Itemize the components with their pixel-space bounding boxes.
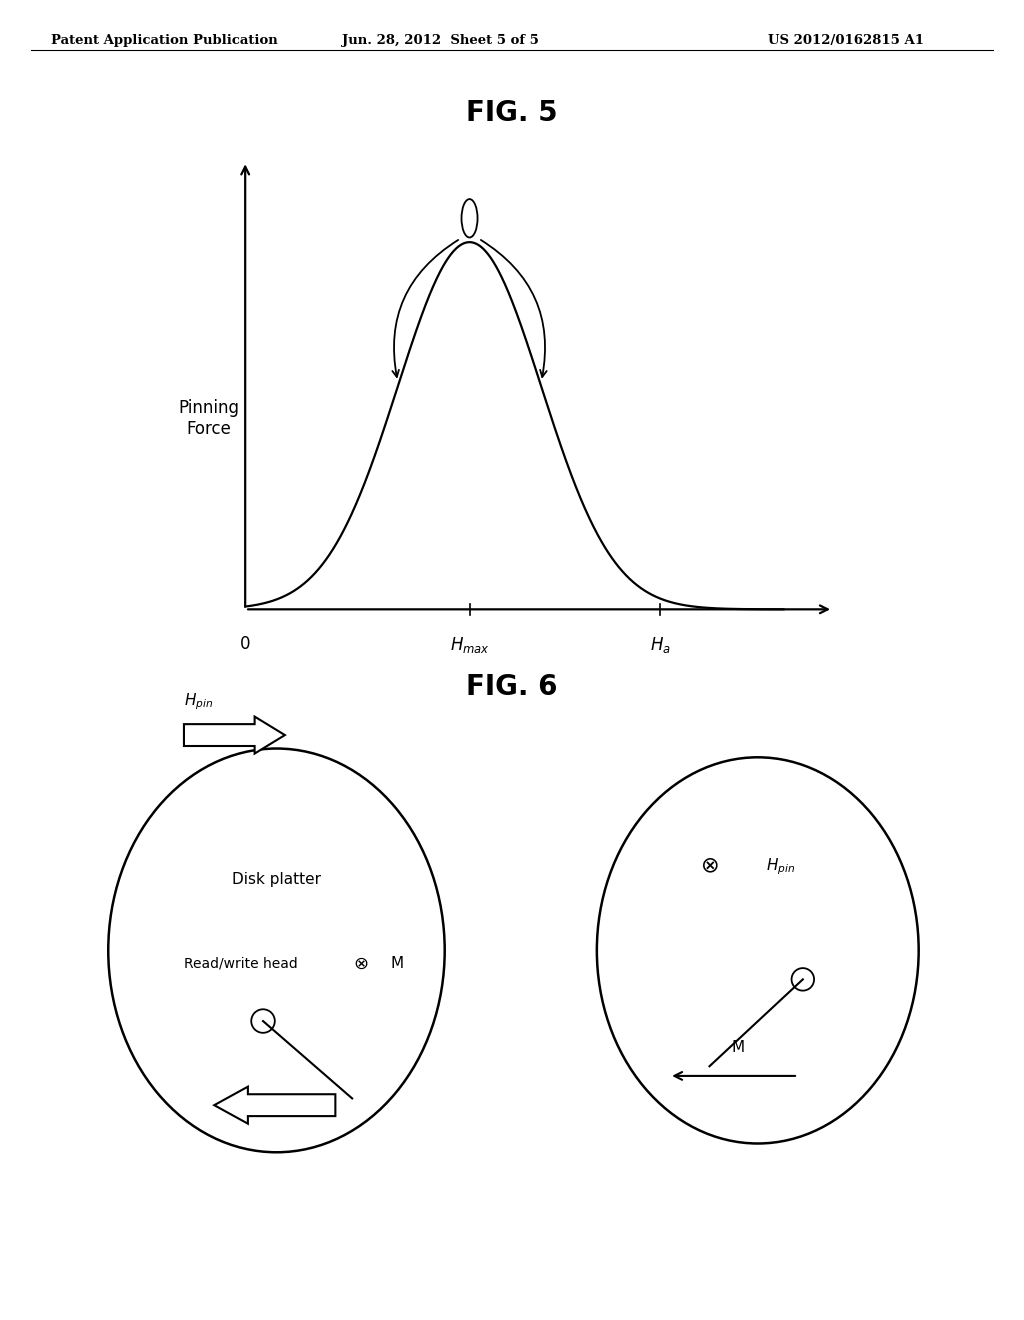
Text: FIG. 5: FIG. 5 <box>466 99 558 127</box>
Text: Disk platter: Disk platter <box>232 873 321 887</box>
Text: $\otimes$: $\otimes$ <box>700 857 719 876</box>
Text: 0: 0 <box>240 635 251 653</box>
FancyArrow shape <box>214 1086 336 1123</box>
Text: FIG. 6: FIG. 6 <box>466 673 558 701</box>
Text: M: M <box>391 957 404 972</box>
Text: Patent Application Publication: Patent Application Publication <box>51 34 278 48</box>
Text: $H_{max}$: $H_{max}$ <box>450 635 489 655</box>
Text: $H_{pin}$: $H_{pin}$ <box>766 857 795 876</box>
Text: Pinning
Force: Pinning Force <box>179 399 240 438</box>
Text: Read/write head: Read/write head <box>184 957 298 970</box>
Text: $\otimes$: $\otimes$ <box>353 954 369 973</box>
Text: Jun. 28, 2012  Sheet 5 of 5: Jun. 28, 2012 Sheet 5 of 5 <box>342 34 539 48</box>
Text: $H_{pin}$: $H_{pin}$ <box>184 692 213 711</box>
Text: US 2012/0162815 A1: US 2012/0162815 A1 <box>768 34 924 48</box>
Text: M: M <box>732 1040 745 1055</box>
FancyArrow shape <box>184 717 285 754</box>
Text: $H_a$: $H_a$ <box>650 635 671 655</box>
